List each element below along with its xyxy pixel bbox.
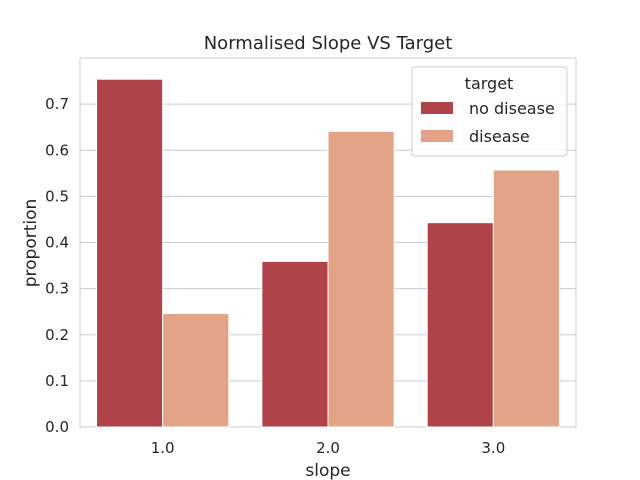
chart-title: Normalised Slope VS Target [204, 33, 453, 54]
y-tick-label: 0.3 [45, 280, 69, 298]
legend-title: target [465, 74, 514, 93]
x-tick-label: 1.0 [151, 439, 175, 457]
y-tick-label: 0.6 [45, 141, 69, 159]
legend-swatch-disease [421, 130, 453, 142]
x-tick-labels: 1.0 2.0 3.0 [151, 439, 506, 457]
legend: target no disease disease [411, 66, 568, 157]
x-axis-label: slope [305, 461, 350, 480]
legend-label-no-disease: no disease [469, 99, 555, 118]
bar-no-disease-1.0 [96, 78, 164, 428]
y-tick-label: 0.1 [45, 372, 69, 390]
y-tick-label: 0.7 [45, 95, 69, 113]
y-axis-label: proportion [21, 199, 41, 288]
y-tick-label: 0.0 [45, 418, 69, 436]
bar-no-disease-3.0 [426, 222, 494, 428]
bar-disease-3.0 [492, 169, 560, 428]
legend-label-disease: disease [469, 127, 530, 146]
y-tick-label: 0.4 [45, 234, 69, 252]
legend-swatch-no-disease [421, 102, 453, 114]
bar-no-disease-2.0 [261, 260, 329, 428]
bar-disease-1.0 [162, 313, 230, 428]
y-tick-label: 0.5 [45, 187, 69, 205]
y-tick-labels: 0.0 0.1 0.2 0.3 0.4 0.5 0.6 0.7 [45, 95, 69, 436]
bars [96, 78, 560, 428]
y-tick-label: 0.2 [45, 326, 69, 344]
x-tick-label: 3.0 [481, 439, 505, 457]
x-tick-label: 2.0 [316, 439, 340, 457]
bar-disease-2.0 [327, 130, 395, 428]
